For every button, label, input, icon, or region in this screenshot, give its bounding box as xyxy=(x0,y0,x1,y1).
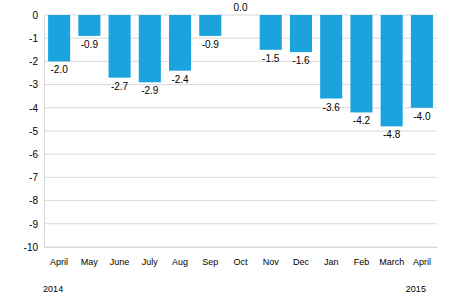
y-tick: -7 xyxy=(29,172,44,183)
x-tick: Feb xyxy=(354,247,370,267)
x-tick: Sep xyxy=(202,247,218,267)
x-tick-label: Oct xyxy=(233,257,248,267)
y-tick: -8 xyxy=(29,195,44,206)
y-axis-line xyxy=(44,16,45,248)
x-tick-label: Jan xyxy=(324,257,339,267)
x-tick: Dec xyxy=(293,247,310,267)
x-tick: June xyxy=(110,247,130,267)
x-tick: March xyxy=(379,247,404,267)
data-label: -3.6 xyxy=(323,102,341,113)
x-tick: Nov xyxy=(263,247,280,267)
plot: -10-9-8-7-6-5-4-3-2-10AprilMayJuneJulyAu… xyxy=(24,2,438,294)
chart: -10-9-8-7-6-5-4-3-2-10AprilMayJuneJulyAu… xyxy=(0,0,454,302)
grid-line xyxy=(44,61,437,62)
bar xyxy=(411,15,433,108)
data-label: -1.6 xyxy=(292,55,310,66)
year-label: 2014 xyxy=(43,284,63,294)
data-labels: -2.0 -0.9 -2.7 -2.9 -2.4 -0.9 0.0 -1.5 -1.6 -3.6 -… xyxy=(50,2,430,140)
bar xyxy=(350,15,372,112)
data-label: -4.8 xyxy=(383,129,401,140)
grid-line xyxy=(44,200,437,201)
grid-line xyxy=(44,177,437,178)
y-tick-label: -8 xyxy=(29,195,38,206)
grid-line xyxy=(44,247,437,248)
y-tick-label: -6 xyxy=(29,149,38,160)
bar xyxy=(290,15,312,52)
y-tick: -4 xyxy=(29,103,44,114)
y-tick: -10 xyxy=(24,242,44,253)
data-label: -0.9 xyxy=(202,39,220,50)
bar xyxy=(229,15,251,16)
data-label: -2.9 xyxy=(141,85,159,96)
y-axis: -10-9-8-7-6-5-4-3-2-10 xyxy=(24,10,45,253)
data-label: -0.9 xyxy=(81,39,99,50)
x-tick-label: Nov xyxy=(263,257,280,267)
grid xyxy=(44,15,437,247)
x-tick-label: Feb xyxy=(354,257,370,267)
x-tick-label: April xyxy=(50,257,68,267)
x-tick-label: Dec xyxy=(293,257,310,267)
y-tick: -3 xyxy=(29,79,44,90)
x-tick-label: May xyxy=(81,257,99,267)
bar xyxy=(381,15,403,126)
grid-line xyxy=(44,154,437,155)
y-tick: 0 xyxy=(32,10,44,21)
bar xyxy=(109,15,131,78)
grid-line xyxy=(44,131,437,132)
x-axis: April May June July Aug Sep Oct Nov Dec Jan Feb Mar… xyxy=(45,247,438,267)
data-label: -2.7 xyxy=(111,81,129,92)
data-label: -4.0 xyxy=(413,111,431,122)
data-label: -2.0 xyxy=(50,64,68,75)
year-label: 2015 xyxy=(406,284,426,294)
y-tick: -6 xyxy=(29,149,44,160)
y-tick-label: -7 xyxy=(29,172,38,183)
bars xyxy=(48,15,433,126)
x-tick-label: April xyxy=(413,257,431,267)
x-tick-label: Sep xyxy=(202,257,218,267)
x-tick: July xyxy=(142,247,159,267)
bar xyxy=(78,15,100,36)
annotations: 2014 2015 xyxy=(43,284,426,294)
x-tick: April xyxy=(50,247,68,267)
x-tick: Jan xyxy=(324,247,339,267)
y-tick-label: -4 xyxy=(29,103,38,114)
bar xyxy=(199,15,221,36)
y-tick-label: -9 xyxy=(29,219,38,230)
x-tick: May xyxy=(81,247,99,267)
grid-line xyxy=(44,84,437,85)
x-tick-label: June xyxy=(110,257,130,267)
bar xyxy=(48,15,70,61)
x-axis-line xyxy=(45,247,438,248)
x-tick-label: March xyxy=(379,257,404,267)
y-tick-label: -1 xyxy=(29,33,38,44)
y-tick-label: -10 xyxy=(24,242,39,253)
bar xyxy=(320,15,342,99)
y-tick-label: -2 xyxy=(29,56,38,67)
data-label: -4.2 xyxy=(353,115,371,126)
x-tick-label: July xyxy=(142,257,159,267)
x-tick: April xyxy=(413,247,431,267)
grid-line xyxy=(44,107,437,108)
x-tick: Aug xyxy=(172,247,188,267)
y-tick: -1 xyxy=(29,33,44,44)
y-tick-label: 0 xyxy=(32,10,38,21)
grid-line xyxy=(44,15,437,16)
bar xyxy=(139,15,161,82)
y-tick: -2 xyxy=(29,56,44,67)
x-tick-label: Aug xyxy=(172,257,188,267)
y-tick: -5 xyxy=(29,126,44,137)
bar xyxy=(169,15,191,71)
data-label: -2.4 xyxy=(171,74,189,85)
y-tick-label: -5 xyxy=(29,126,38,137)
x-tick: Oct xyxy=(233,247,248,267)
y-tick-label: -3 xyxy=(29,79,38,90)
data-label: 0.0 xyxy=(234,2,248,13)
grid-line xyxy=(44,223,437,224)
bar xyxy=(260,15,282,50)
y-tick: -9 xyxy=(29,219,44,230)
grid-line xyxy=(44,38,437,39)
data-label: -1.5 xyxy=(262,53,280,64)
